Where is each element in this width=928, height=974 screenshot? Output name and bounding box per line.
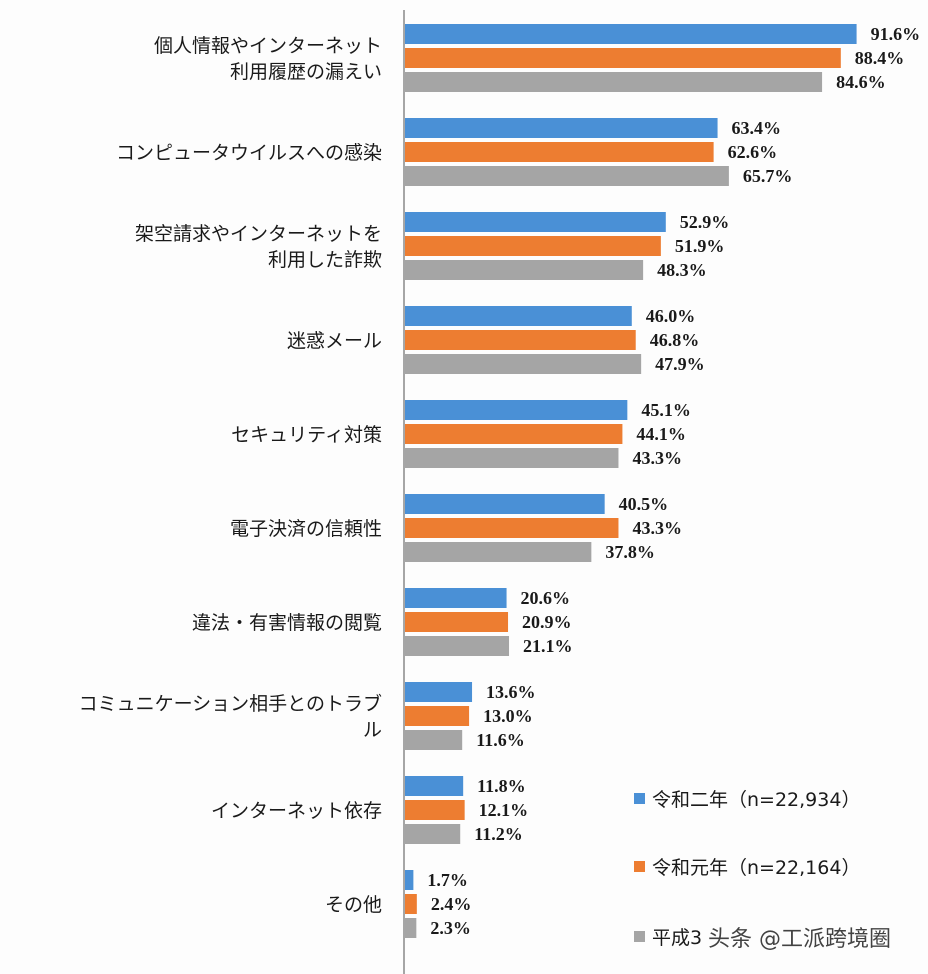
data-label: 88.4%	[855, 48, 905, 68]
data-label: 11.8%	[477, 776, 526, 796]
bar	[405, 494, 605, 514]
category-label: 違法・有害情報の閲覧	[192, 612, 382, 634]
category-label: 個人情報やインターネット	[154, 35, 382, 57]
bar	[405, 518, 619, 538]
data-label: 48.3%	[657, 260, 707, 280]
category-label: ル	[363, 719, 382, 741]
data-label: 62.6%	[728, 142, 778, 162]
data-label: 43.3%	[632, 448, 682, 468]
data-label: 43.3%	[632, 518, 682, 538]
category-label: コミュニケーション相手とのトラブ	[79, 692, 382, 715]
bar	[405, 72, 823, 92]
bar	[405, 730, 463, 750]
category-label: セキュリティ対策	[231, 424, 382, 446]
category-label: 利用履歴の漏えい	[230, 61, 382, 83]
bar	[405, 24, 857, 44]
bar	[405, 330, 636, 350]
legend-label: 令和元年（n=22,164）	[652, 857, 860, 879]
data-label: 20.6%	[521, 588, 571, 608]
legend-swatch	[634, 861, 645, 872]
bar	[405, 542, 592, 562]
data-label: 63.4%	[732, 118, 782, 138]
legend-label: 平成3	[652, 927, 702, 949]
data-label: 45.1%	[641, 400, 691, 420]
bar	[405, 236, 661, 256]
bar	[405, 894, 417, 914]
data-label: 84.6%	[836, 72, 886, 92]
category-label: その他	[325, 894, 382, 916]
data-label: 46.0%	[646, 306, 696, 326]
legend-swatch	[634, 931, 645, 942]
bar	[405, 824, 461, 844]
data-label: 11.6%	[476, 730, 525, 750]
data-label: 91.6%	[871, 24, 921, 44]
watermark: 头条 @工派跨境圈	[708, 927, 891, 952]
bar	[405, 682, 473, 702]
bar	[405, 800, 465, 820]
bar	[405, 48, 841, 68]
category-label: 利用した詐欺	[268, 249, 382, 271]
bar	[405, 118, 718, 138]
bar	[405, 306, 632, 326]
legend-label: 令和二年（n=22,934）	[652, 789, 860, 811]
bar	[405, 212, 666, 232]
bar	[405, 588, 507, 608]
bar	[405, 870, 414, 890]
bar	[405, 400, 628, 420]
category-label: インターネット依存	[211, 800, 382, 822]
bar	[405, 166, 729, 186]
category-label: 電子決済の信頼性	[230, 518, 382, 540]
data-label: 20.9%	[522, 612, 572, 632]
data-label: 37.8%	[605, 542, 655, 562]
category-label: 架空請求やインターネットを	[135, 223, 382, 245]
category-label: コンピュータウイルスへの感染	[116, 142, 382, 164]
data-label: 11.2%	[474, 824, 523, 844]
bar	[405, 142, 714, 162]
bar	[405, 612, 509, 632]
data-label: 44.1%	[636, 424, 686, 444]
bar	[405, 776, 464, 796]
data-label: 2.3%	[430, 918, 471, 938]
category-label: 迷惑メール	[287, 330, 382, 352]
bar	[405, 424, 623, 444]
data-label: 2.4%	[431, 894, 472, 914]
data-label: 13.0%	[483, 706, 532, 726]
legend-swatch	[634, 793, 645, 804]
data-label: 40.5%	[619, 494, 669, 514]
bar	[405, 448, 619, 468]
bar	[405, 918, 417, 938]
data-label: 65.7%	[743, 166, 793, 186]
data-label: 52.9%	[680, 212, 730, 232]
data-label: 21.1%	[523, 636, 573, 656]
data-label: 1.7%	[427, 870, 468, 890]
bar	[405, 354, 642, 374]
bar	[405, 260, 644, 280]
data-label: 12.1%	[479, 800, 529, 820]
data-label: 51.9%	[675, 236, 725, 256]
bar	[405, 706, 470, 726]
data-label: 47.9%	[655, 354, 705, 374]
data-label: 46.8%	[650, 330, 700, 350]
data-label: 13.6%	[486, 682, 535, 702]
bar	[405, 636, 510, 656]
